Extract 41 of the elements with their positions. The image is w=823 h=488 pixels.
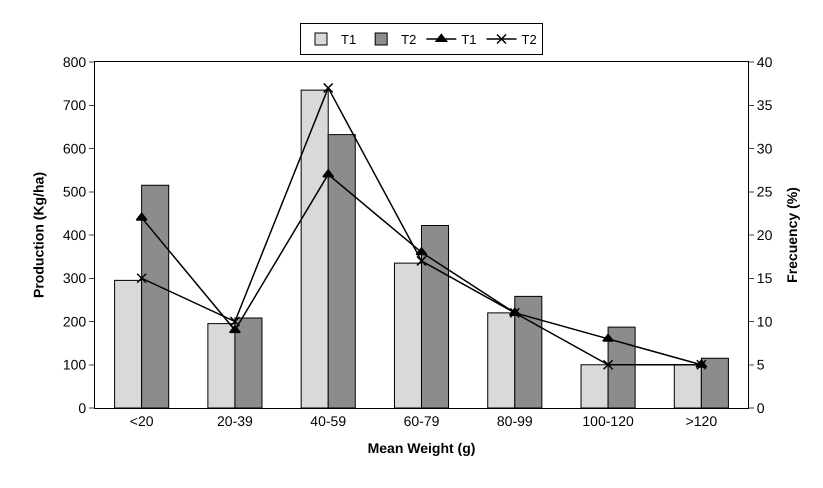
x-tick-label: 40-59 (310, 412, 346, 429)
point (136, 273, 147, 284)
x-tick-label: <20 (130, 412, 154, 429)
y2-tick-label: 15 (756, 270, 773, 286)
y2-tick-label: 35 (756, 97, 773, 114)
x-axis-title: Mean Weight (g) (368, 440, 476, 456)
y2-tick-label: 25 (756, 184, 773, 200)
y2-tick-label: 10 (756, 313, 773, 330)
y-axis-title: Production (Kg/ha) (30, 172, 46, 298)
y2-tick-label: 30 (756, 140, 773, 156)
y2-tick-label: 5 (756, 356, 765, 373)
point (230, 316, 240, 327)
y-tick-label: 300 (62, 270, 86, 286)
y2-axis-title: Frecuency (%) (784, 187, 800, 283)
y-tick-label: 700 (62, 97, 86, 114)
x-tick-label: 80-99 (496, 412, 533, 429)
point (416, 256, 427, 266)
point (136, 212, 148, 221)
legend-label: T2 (401, 32, 416, 48)
legend-label: T1 (461, 32, 477, 48)
point (510, 308, 520, 318)
point (228, 324, 241, 334)
x-tick-label: 60-79 (404, 412, 440, 429)
y-tick-label: 100 (62, 356, 86, 373)
legend-label: T2 (522, 32, 537, 48)
y-tick-label: 800 (62, 54, 86, 70)
x-tick-label: 100-120 (582, 412, 634, 429)
legend-label: T1 (341, 32, 356, 48)
x-tick-label: 20-39 (217, 412, 254, 429)
y-tick-label: 400 (62, 226, 86, 243)
y2-tick-label: 0 (756, 400, 765, 416)
y2-tick-label: 20 (756, 226, 773, 243)
y-tick-label: 600 (62, 140, 86, 156)
x-tick-label: >120 (686, 412, 718, 429)
y-tick-label: 200 (62, 313, 86, 330)
point (416, 247, 428, 256)
point (602, 360, 614, 370)
y-tick-label: 500 (62, 184, 86, 200)
point (322, 82, 334, 94)
y-tick-label: 0 (78, 400, 86, 416)
y2-tick-label: 40 (756, 54, 773, 70)
